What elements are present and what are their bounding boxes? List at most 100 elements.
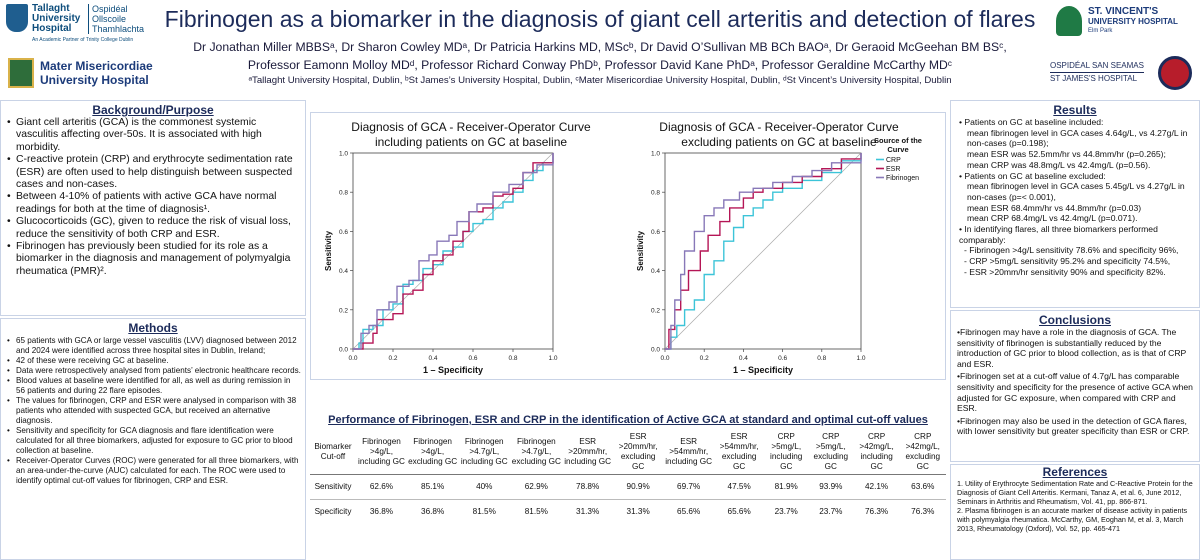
results-line: mean CRP was 48.8mg/L vs 42.4mg/L (p=0.5… bbox=[967, 159, 1151, 170]
table-col-header: Fibrinogen >4g/L, including GC bbox=[356, 430, 407, 475]
table-cell: 47.5% bbox=[713, 474, 765, 500]
legend-label-fibrinogen: Fibrinogen bbox=[886, 175, 919, 182]
row-label: Specificity bbox=[314, 507, 352, 516]
table-cell: 81.9% bbox=[764, 474, 808, 500]
y-tick-label: 1.0 bbox=[339, 151, 348, 158]
results-bullet-text: Patients on GC at baseline excluded: bbox=[964, 170, 1106, 181]
mater-name-2: University Hospital bbox=[40, 73, 149, 87]
legend-title: Source of the bbox=[874, 136, 922, 145]
conclusion-text: Fibrinogen may have a role in the diagno… bbox=[957, 327, 1187, 369]
methods-item: Data were retrospectively analysed from … bbox=[7, 366, 301, 376]
conclusion-text: Fibrinogen may also be used in the detec… bbox=[957, 415, 1190, 437]
svuh-name-3: Elm Park bbox=[1088, 28, 1113, 34]
table-cell: 63.6% bbox=[899, 474, 946, 500]
reference-item: 2. Plasma fibrinogen is an accurate mark… bbox=[957, 506, 1188, 533]
references-title: References bbox=[1042, 465, 1108, 479]
references-body: 1. Utility of Erythrocyte Sedimentation … bbox=[951, 479, 1199, 533]
results-line: - CRP >5mg/L sensitivity 95.2% and speci… bbox=[964, 256, 1171, 267]
table-cell: 76.3% bbox=[911, 507, 935, 516]
table-cell: 23.7% bbox=[819, 507, 843, 516]
mater-crest-icon bbox=[8, 58, 34, 88]
x-tick-label: 0.2 bbox=[700, 355, 709, 362]
results-body: • Patients on GC at baseline included: m… bbox=[951, 117, 1199, 278]
table-col-header: ESR >20mm/hr, excluding GC bbox=[612, 430, 664, 475]
tallaght-irish-2: Ollscoile bbox=[92, 14, 127, 24]
results-line: mean fibrinogen level in GCA cases 4.64g… bbox=[967, 127, 1188, 149]
table-row-sensitivity: Sensitivity 62.6% 85.1% 40% 62.9% 78.8% … bbox=[310, 474, 946, 500]
methods-item: Blood values at baseline were identified… bbox=[7, 376, 301, 396]
performance-table: Biomarker Cut-off Fibrinogen >4g/L, incl… bbox=[310, 430, 946, 524]
legend-label-crp: CRP bbox=[886, 157, 901, 164]
background-list: Giant cell arteritis (GCA) is the common… bbox=[1, 117, 305, 278]
x-tick-label: 0.8 bbox=[508, 355, 517, 362]
y-tick-label: 0.4 bbox=[339, 268, 348, 275]
mater-name-1: Mater Misericordiae bbox=[40, 59, 153, 73]
background-panel: Background/Purpose Giant cell arteritis … bbox=[0, 100, 306, 316]
table-title: Performance of Fibrinogen, ESR and CRP i… bbox=[328, 414, 928, 426]
reference-item: 1. Utility of Erythrocyte Sedimentation … bbox=[957, 479, 1193, 506]
svuh-name-2: UNIVERSITY HOSPITAL bbox=[1088, 17, 1178, 26]
affiliations: ᵃTallaght University Hospital, Dublin, ᵇ… bbox=[248, 75, 952, 86]
results-title: Results bbox=[1053, 103, 1097, 117]
x-tick-label: 1.0 bbox=[548, 355, 557, 362]
table-cell: 65.6% bbox=[727, 507, 751, 516]
sjh-seal-icon bbox=[1158, 56, 1192, 90]
tallaght-name-3: Hospital bbox=[32, 23, 72, 34]
background-item: Giant cell arteritis (GCA) is the common… bbox=[7, 117, 301, 154]
y-tick-label: 0.6 bbox=[651, 229, 660, 236]
tallaght-irish-3: Thamhlachta bbox=[92, 24, 145, 34]
mater-logo: Mater Misericordiae University Hospital bbox=[4, 56, 154, 92]
legend-label-esr: ESR bbox=[886, 166, 900, 173]
table-cell: 40% bbox=[458, 474, 511, 500]
table-cell: 65.6% bbox=[677, 507, 701, 516]
references-panel: References 1. Utility of Erythrocyte Sed… bbox=[950, 464, 1200, 560]
table-cell: 62.9% bbox=[510, 474, 563, 500]
roc-chart-including-gc: Diagnosis of GCA - Receiver-Operator Cur… bbox=[324, 120, 591, 375]
authors-line-1: Dr Jonathan Miller MBBSᵃ, Dr Sharon Cowl… bbox=[193, 40, 1007, 54]
x-tick-label: 0.4 bbox=[428, 355, 437, 362]
roc-line-esr bbox=[665, 153, 862, 350]
x-tick-label: 0.4 bbox=[739, 355, 748, 362]
table-col-header: Fibrinogen >4.7g/L, excluding GC bbox=[510, 430, 563, 475]
methods-title: Methods bbox=[128, 321, 178, 335]
table-col-header: Fibrinogen >4.7g/L, including GC bbox=[458, 430, 511, 475]
table-col-header: ESR >20mm/hr, including GC bbox=[562, 430, 613, 475]
table-col-header: CRP >42mg/L, including GC bbox=[853, 430, 900, 475]
y-tick-label: 0.6 bbox=[339, 229, 348, 236]
roc-line-crp bbox=[665, 153, 862, 350]
y-tick-label: 1.0 bbox=[651, 151, 660, 158]
x-tick-label: 0.8 bbox=[817, 355, 826, 362]
results-panel: Results • Patients on GC at baseline inc… bbox=[950, 100, 1200, 308]
y-tick-label: 0.0 bbox=[651, 347, 660, 354]
results-line: mean CRP 68.4mg/L vs 42.4mg/L (p=0.071). bbox=[967, 213, 1138, 224]
table-col-header: CRP >5mg/L, including GC bbox=[764, 430, 808, 475]
charts-panel: Diagnosis of GCA - Receiver-Operator Cur… bbox=[310, 112, 946, 380]
table-cell: 31.3% bbox=[626, 507, 650, 516]
roc-chart-excluding-gc: Diagnosis of GCA - Receiver-Operator Cur… bbox=[636, 120, 922, 375]
methods-item: 65 patients with GCA or large vessel vas… bbox=[7, 336, 301, 356]
x-tick-label: 0.0 bbox=[660, 355, 669, 362]
y-tick-label: 0.4 bbox=[651, 268, 660, 275]
table-cell: 81.5% bbox=[472, 507, 496, 516]
tallaght-name-2: University bbox=[32, 13, 81, 24]
results-line: mean ESR was 52.5mm/hr vs 44.8mm/hr (p=0… bbox=[967, 149, 1166, 160]
results-line: - Fibrinogen >4g/L sensitivity 78.6% and… bbox=[964, 245, 1179, 256]
table-cell: 62.6% bbox=[356, 474, 407, 500]
author-list: Dr Jonathan Miller MBBSᵃ, Dr Sharon Cowl… bbox=[160, 38, 1040, 74]
conclusion-item: •Fibrinogen may have a role in the diagn… bbox=[957, 327, 1187, 369]
results-bullet: • In identifying flares, all three bioma… bbox=[959, 224, 1158, 245]
x-tick-label: 0.2 bbox=[388, 355, 397, 362]
x-axis-label: 1 – Specificity bbox=[733, 365, 793, 375]
x-axis-label: 1 – Specificity bbox=[423, 365, 483, 375]
table-col-header: ESR >54mm/hr, including GC bbox=[663, 430, 714, 475]
table-row-specificity: Specificity 36.8% 36.8% 81.5% 81.5% 31.3… bbox=[310, 500, 946, 525]
tallaght-name-1: Tallaght bbox=[32, 3, 70, 14]
table-col-header: CRP >42mg/L, excluding GC bbox=[899, 430, 946, 475]
results-line: mean ESR 68.4mm/hr vs 44.8mm/hr (p=0.03) bbox=[967, 202, 1142, 213]
table-col-header: Fibrinogen >4g/L, excluding GC bbox=[406, 430, 459, 475]
conclusion-text: Fibrinogen set at a cut-off value of 4.7… bbox=[957, 371, 1193, 414]
chart-subtitle: excluding patients on GC at baseline bbox=[681, 135, 877, 149]
table-cell: 93.9% bbox=[807, 474, 854, 500]
table-col-header: CRP >5mg/L, excluding GC bbox=[807, 430, 854, 475]
sjh-logo: OSPIDÉAL SAN SEAMAS ST JAMES'S HOSPITAL bbox=[1048, 56, 1198, 96]
